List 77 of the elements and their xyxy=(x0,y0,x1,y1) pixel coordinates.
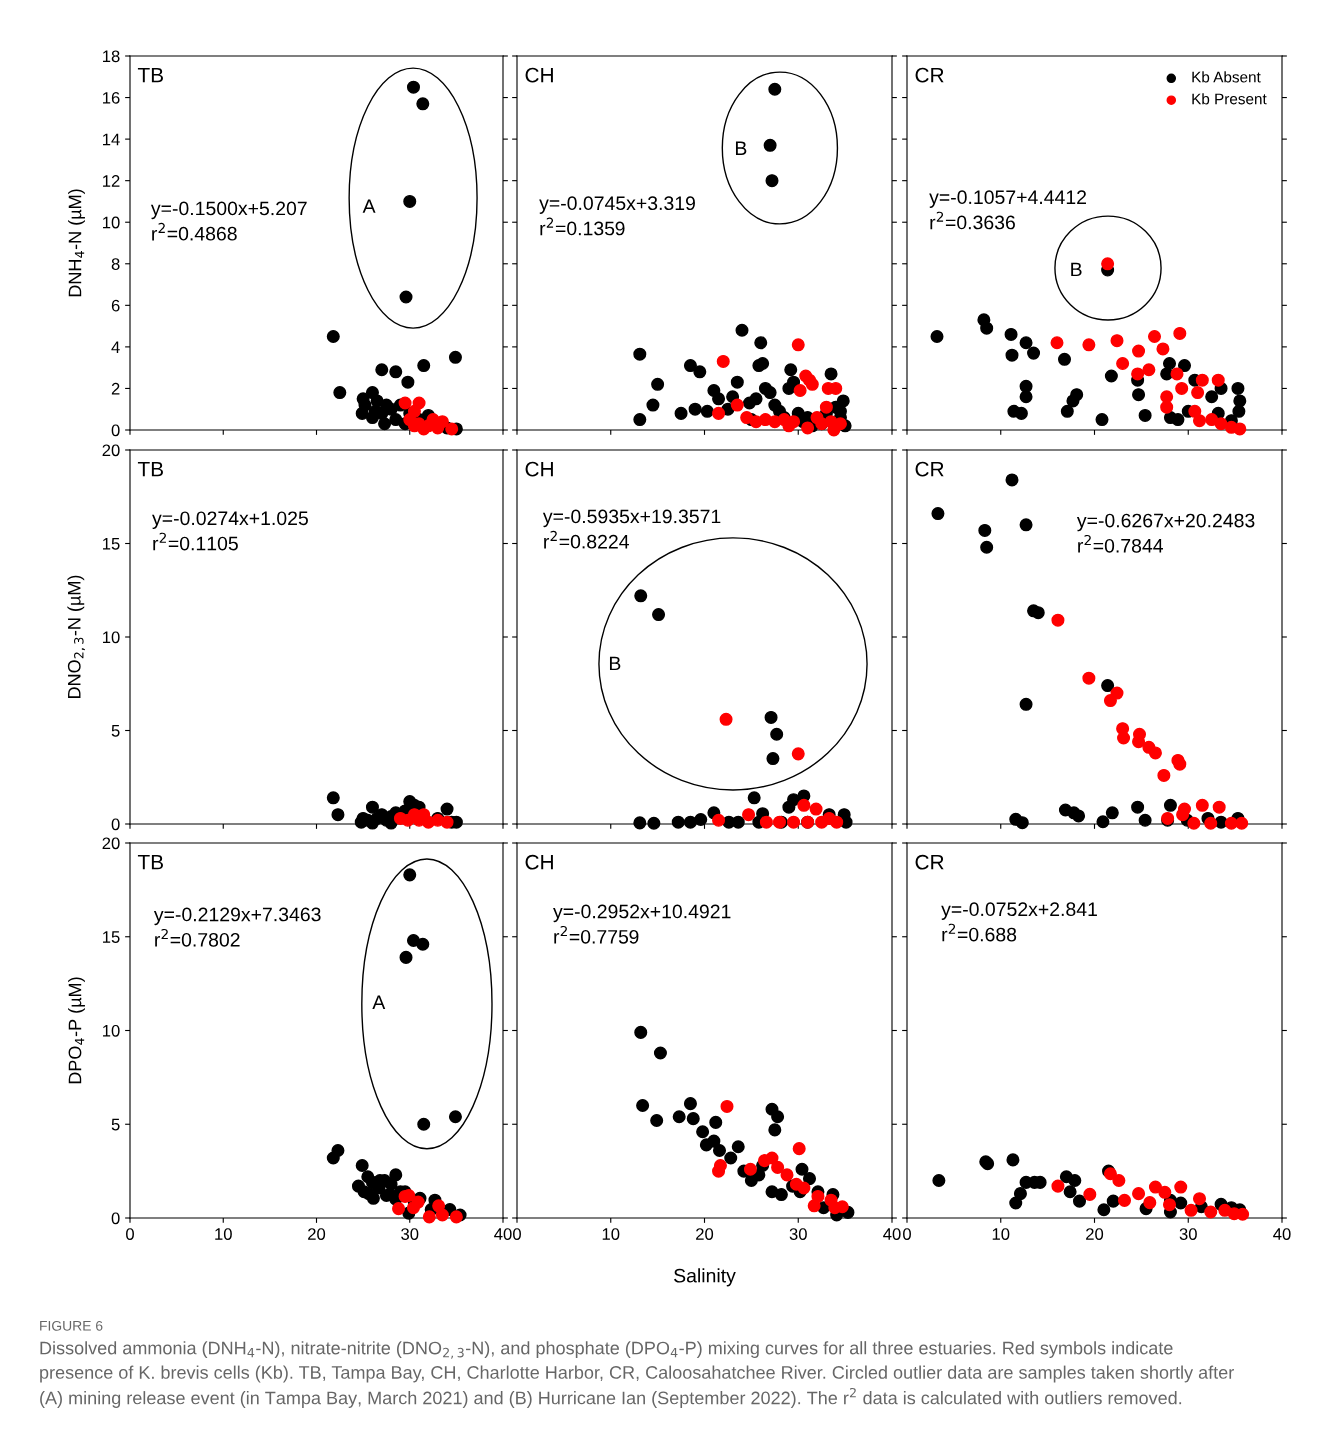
annotation: r$^{2}$=0.1359 xyxy=(540,217,625,236)
x-tick-label: 20 xyxy=(696,1228,714,1240)
chart-title: TB xyxy=(137,855,163,870)
annotation: y=-0.0752x+2.841 xyxy=(941,902,1097,920)
annotation: B xyxy=(735,141,747,155)
chart-title: CH xyxy=(525,461,553,477)
y-tick-label: 18 xyxy=(103,50,120,63)
x-tick-label: 0 xyxy=(126,1228,134,1240)
x-tick-label: 30 xyxy=(401,1228,419,1240)
x-tick-label: 0 xyxy=(513,1228,521,1240)
x-tick-label: 20 xyxy=(1086,1228,1104,1240)
annotation: y=-0.1500x+5.207 xyxy=(150,201,307,220)
y-axis-title: DPO$_{4}$-P (µM) xyxy=(68,977,85,1084)
annotation: r$^{2}$=0.7844 xyxy=(1078,534,1163,553)
y-tick-label: 16 xyxy=(103,91,120,104)
annotation: r$^{2}$=0.1105 xyxy=(153,532,238,551)
y-tick-label: 20 xyxy=(102,837,120,850)
caption: FIGURE 6 xyxy=(40,1320,103,1331)
y-tick-label: 15 xyxy=(103,538,120,550)
chart-title: CH xyxy=(525,67,553,83)
x-tick-label: 30 xyxy=(789,1228,807,1240)
x-tick-label: 10 xyxy=(992,1228,1010,1240)
annotation: y=-0.6267x+20.2483 xyxy=(1076,513,1255,532)
y-axis-title: DNH$_{4}$-N (µM) xyxy=(68,189,85,297)
chart-title: CH xyxy=(525,854,553,870)
y-axis-title: DNO$_{2,3}$-N (µM) xyxy=(67,575,85,698)
annotation: r$^{2}$=0.7802 xyxy=(155,928,240,947)
annotation: r$^{2}$=0.4868 xyxy=(152,222,237,241)
y-tick-label: 6 xyxy=(111,299,120,312)
y-tick-label: 0 xyxy=(111,1212,120,1225)
y-tick-label: 4 xyxy=(111,341,120,353)
annotation: A xyxy=(372,995,386,1009)
chart-title: CR xyxy=(915,854,944,870)
annotation: r$^{2}$=0.3636 xyxy=(930,211,1015,230)
annotation: r$^{2}$=0.7759 xyxy=(554,925,639,944)
annotation: r$^{2}$=0.8224 xyxy=(544,530,629,549)
annotation: B xyxy=(609,656,621,671)
x-tick-label: 40 xyxy=(883,1228,901,1240)
y-tick-label: 10 xyxy=(103,216,120,229)
y-tick-label: 5 xyxy=(111,725,120,737)
text: presence of K. brevis cells (Kb). TB, Tampa Bay, CH, Charlotte Harbor, CR, Caloosahatchee River. Circled outlier data are samples taken shortly after xyxy=(40,1365,1234,1383)
x-tick-label: 30 xyxy=(1179,1228,1197,1240)
y-tick-label: 20 xyxy=(102,444,120,457)
y-tick-label: 12 xyxy=(103,175,120,187)
annotation: r$^{2}$=0.688 xyxy=(942,923,1017,942)
text: (A) mining release event (in Tampa Bay, March 2021) and (B) Hurricane Ian (September 2022). The r$^{2}$ data is calculated with outliers removed. xyxy=(40,1387,1182,1408)
y-tick-label: 15 xyxy=(103,931,120,943)
annotation: y=-0.2129x+7.3463 xyxy=(153,907,321,926)
y-tick-label: 8 xyxy=(111,258,120,270)
annotation: y=-0.2952x+10.4921 xyxy=(553,904,731,923)
chart-title: CR xyxy=(915,461,944,477)
chart-title: TB xyxy=(137,461,163,477)
x-axis-title: Salinity xyxy=(674,1268,736,1287)
x-tick-label: 10 xyxy=(215,1228,232,1240)
y-tick-label: 10 xyxy=(103,631,120,644)
x-tick-label: 40 xyxy=(1273,1228,1291,1240)
y-tick-label: 2 xyxy=(111,382,120,395)
annotation: y=-0.0745x+3.319 xyxy=(539,196,695,214)
x-tick-label: 20 xyxy=(308,1228,326,1240)
y-tick-label: 0 xyxy=(111,424,120,437)
y-tick-label: 0 xyxy=(111,818,120,831)
annotation: y=-0.1057+4.4412 xyxy=(929,190,1086,208)
annotation: B xyxy=(1071,262,1082,277)
y-tick-label: 5 xyxy=(111,1118,120,1131)
x-tick-label: 10 xyxy=(602,1228,620,1240)
chart-title: CR xyxy=(915,67,944,83)
text: Dissolved ammonia (DNH$_{4}$-N), nitrate-nitrite (DNO$_{2,3}$-N), and phosphate (DPO$_{4}$-P) mixing curves for all three estuaries. Red symbols indicate xyxy=(40,1341,1173,1359)
legend-label: Kb Absent xyxy=(1192,71,1261,83)
legend-label: Kb Present xyxy=(1192,93,1267,105)
y-tick-label: 10 xyxy=(103,1024,120,1037)
annotation: y=-0.0274x+1.025 xyxy=(152,511,308,529)
annotation: A xyxy=(362,199,376,213)
x-tick-label: 0 xyxy=(903,1228,911,1240)
x-tick-label: 40 xyxy=(494,1228,512,1240)
y-tick-label: 14 xyxy=(103,133,120,146)
chart-title: TB xyxy=(137,67,163,83)
annotation: y=-0.5935x+19.3571 xyxy=(542,509,721,528)
